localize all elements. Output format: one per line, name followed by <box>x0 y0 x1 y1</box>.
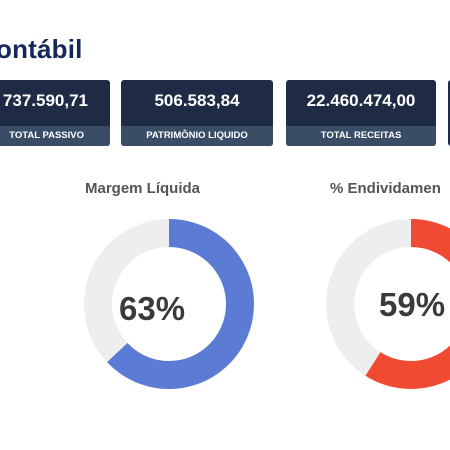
kpi-label: TOTAL RECEITAS <box>286 126 436 146</box>
donut-arc-margem-liquida <box>107 219 254 389</box>
kpi-card-total-passivo[interactable]: 737.590,71 TOTAL PASSIVO <box>0 80 110 146</box>
donut-percent-margem-liquida: 63% <box>119 290 186 327</box>
kpi-card-total-receitas[interactable]: 22.460.474,00 TOTAL RECEITAS <box>286 80 436 146</box>
gauge-title-margem-liquida: Margem Líquida <box>85 180 201 197</box>
kpi-card-patrimonio-liquido[interactable]: 506.583,84 PATRIMÔNIO LIQUIDO <box>121 80 273 146</box>
donut-percent-endividamento: 59% <box>379 286 446 323</box>
kpi-value: 506.583,84 <box>154 91 240 110</box>
kpi-card-partial[interactable] <box>448 80 450 146</box>
donut-arc-endividamento <box>365 219 450 389</box>
donut-chart-margem-liquida[interactable] <box>83 218 255 390</box>
kpi-label: PATRIMÔNIO LIQUIDO <box>121 126 273 146</box>
gauge-title-endividamento: % Endividamen <box>330 180 441 197</box>
kpi-label: TOTAL PASSIVO <box>0 126 110 146</box>
donut-chart-endividamento[interactable] <box>325 218 450 390</box>
kpi-value: 22.460.474,00 <box>306 91 416 110</box>
page-title: ontábil <box>0 34 83 64</box>
kpi-value: 737.590,71 <box>2 91 88 110</box>
